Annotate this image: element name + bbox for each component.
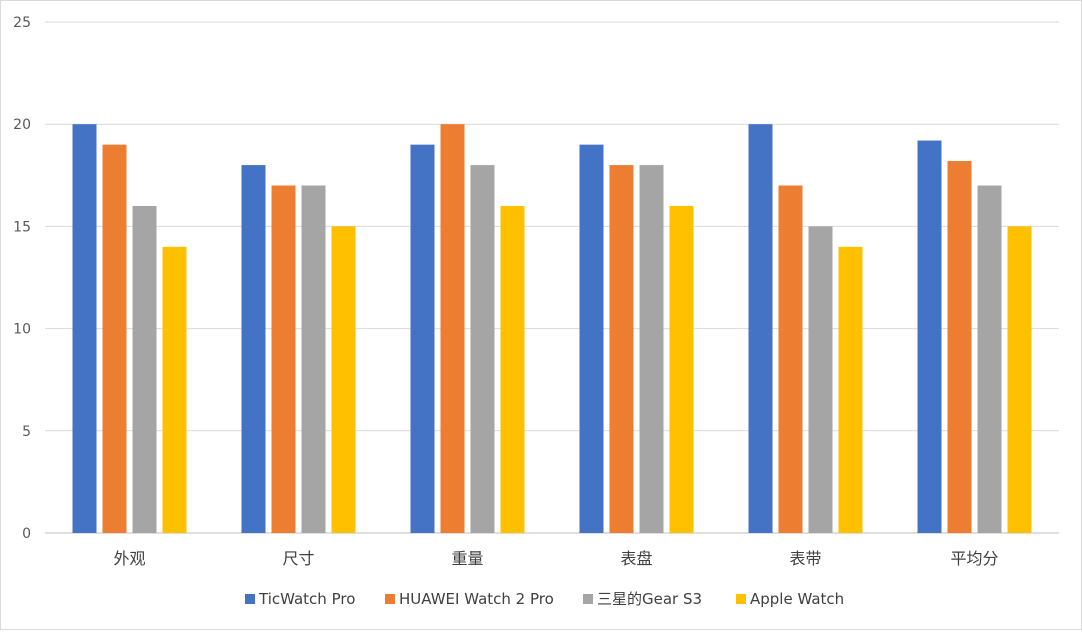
bars bbox=[72, 124, 1032, 533]
bar-4-1 bbox=[162, 246, 187, 533]
bar-4-5 bbox=[838, 246, 863, 533]
x-category-label: 表盘 bbox=[620, 549, 652, 568]
bar-2-4 bbox=[609, 165, 634, 533]
bar-3-2 bbox=[301, 185, 326, 533]
bar-2-3 bbox=[440, 124, 465, 533]
legend-label: Apple Watch bbox=[750, 590, 844, 608]
legend-swatch bbox=[385, 594, 395, 604]
x-category-label: 尺寸 bbox=[282, 549, 314, 568]
bar-2-1 bbox=[102, 144, 127, 533]
y-tick-label: 5 bbox=[22, 424, 31, 440]
x-category-label: 平均分 bbox=[950, 549, 998, 568]
y-tick-label: 10 bbox=[13, 322, 31, 338]
bar-4-6 bbox=[1007, 226, 1032, 533]
legend-swatch bbox=[736, 594, 746, 604]
bar-4-3 bbox=[500, 205, 525, 533]
bar-4-2 bbox=[331, 226, 356, 533]
bar-3-4 bbox=[639, 165, 664, 533]
bar-1-4 bbox=[579, 144, 604, 533]
bar-1-3 bbox=[410, 144, 435, 533]
bar-1-2 bbox=[241, 165, 266, 533]
x-category-label: 重量 bbox=[451, 549, 483, 568]
bar-3-1 bbox=[132, 205, 157, 533]
legend: TicWatch Pro HUAWEI Watch 2 Pro 三星的Gear S3… bbox=[245, 590, 844, 608]
bar-1-1 bbox=[72, 124, 97, 533]
y-tick-label: 20 bbox=[13, 117, 31, 133]
bar-3-3 bbox=[470, 165, 495, 533]
bar-3-5 bbox=[808, 226, 833, 533]
bar-2-6 bbox=[947, 160, 972, 533]
bar-2-5 bbox=[778, 185, 803, 533]
x-category-label: 外观 bbox=[113, 549, 145, 568]
legend-label: 三星的Gear S3 bbox=[597, 590, 702, 608]
x-axis-categories: 外观 尺寸 重量 表盘 表带 平均分 bbox=[113, 549, 998, 568]
gridlines bbox=[45, 21, 1059, 534]
legend-swatch bbox=[245, 594, 255, 604]
bar-2-2 bbox=[271, 185, 296, 533]
legend-swatch bbox=[583, 594, 593, 604]
legend-label: HUAWEI Watch 2 Pro bbox=[399, 590, 554, 608]
y-tick-label: 0 bbox=[22, 526, 31, 542]
y-tick-label: 15 bbox=[13, 219, 31, 235]
bar-1-5 bbox=[748, 124, 773, 533]
legend-label: TicWatch Pro bbox=[258, 590, 355, 608]
bar-3-6 bbox=[977, 185, 1002, 533]
bar-4-4 bbox=[669, 205, 694, 533]
y-axis-ticks: 0 5 10 15 20 25 bbox=[13, 15, 31, 542]
bar-1-6 bbox=[917, 140, 942, 533]
y-tick-label: 25 bbox=[13, 15, 31, 31]
x-category-label: 表带 bbox=[789, 549, 821, 568]
